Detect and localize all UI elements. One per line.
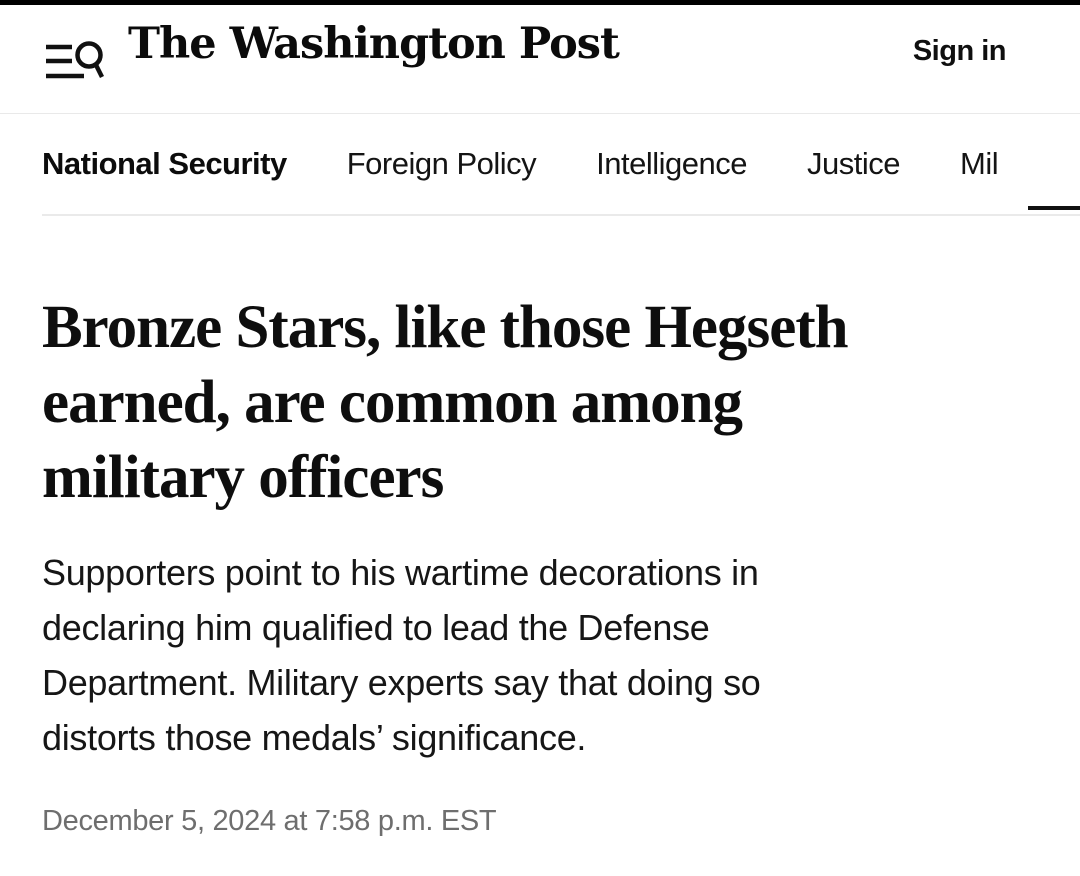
headline-line: Bronze Stars, like those Hegseth — [42, 294, 849, 361]
nav-item-justice[interactable]: Justice — [807, 146, 900, 181]
menu-search-icon[interactable] — [44, 39, 106, 85]
article-headline: Bronze Stars, like those Hegseth earned,… — [42, 290, 1020, 515]
sign-in-button[interactable]: Sign in — [912, 35, 1007, 67]
nav-item-foreign-policy[interactable]: Foreign Policy — [346, 146, 537, 181]
nav-item-military[interactable]: Mil — [960, 146, 999, 181]
site-header: The Washington Post Sign in — [0, 5, 1080, 114]
deck-line: distorts those medals’ significance. — [42, 717, 587, 758]
deck-line: Supporters point to his wartime decorati… — [42, 552, 759, 593]
article-header: Bronze Stars, like those Hegseth earned,… — [0, 290, 1080, 838]
nav-item-intelligence[interactable]: Intelligence — [596, 146, 748, 181]
active-tab-underline — [1028, 206, 1080, 210]
menu-search-icon-svg — [46, 41, 105, 79]
top-strip — [0, 0, 1080, 5]
headline-line: military officers — [42, 444, 444, 511]
headline-line: earned, are common among — [42, 369, 743, 436]
section-nav: National Security Foreign Policy Intelli… — [42, 114, 1080, 216]
masthead-logo[interactable]: The Washington Post — [128, 19, 620, 69]
article-deck: Supporters point to his wartime decorati… — [42, 545, 1020, 765]
publish-date: December 5, 2024 at 7:58 p.m. EST — [42, 805, 497, 837]
deck-line: Department. Military experts say that do… — [42, 662, 761, 703]
nav-item-national-security[interactable]: National Security — [42, 146, 287, 181]
deck-line: declaring him qualified to lead the Defe… — [42, 607, 710, 648]
